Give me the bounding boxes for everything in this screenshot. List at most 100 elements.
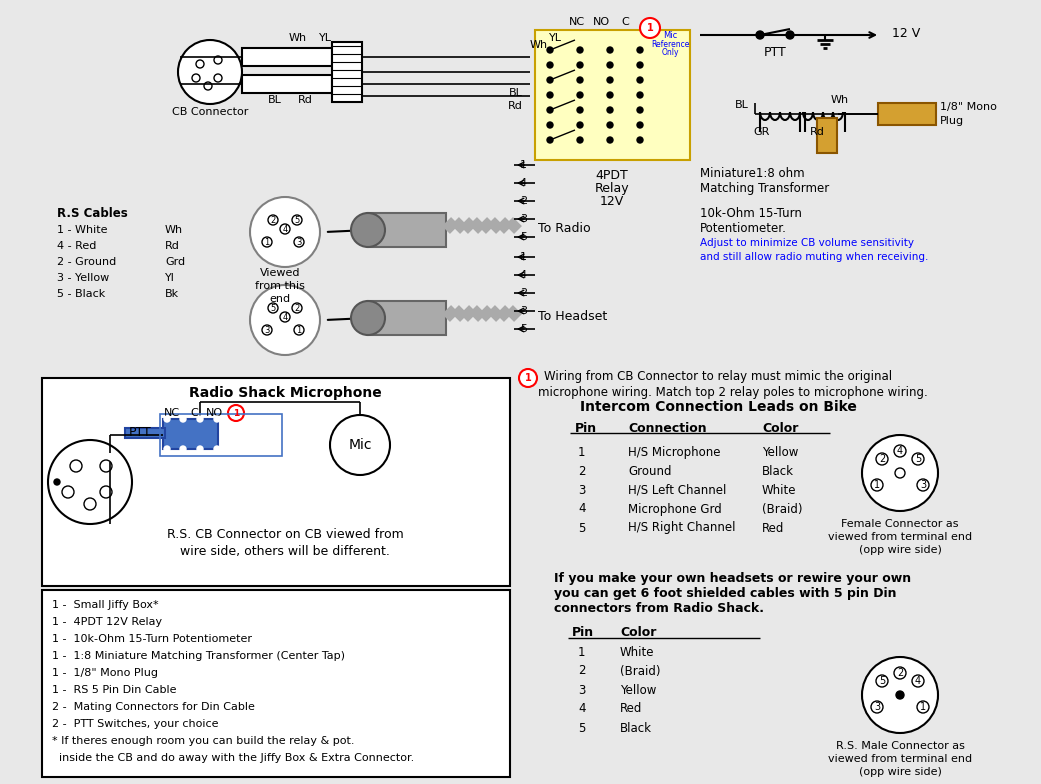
Circle shape: [756, 31, 764, 39]
Circle shape: [268, 303, 278, 313]
Text: microphone wiring. Match top 2 relay poles to microphone wiring.: microphone wiring. Match top 2 relay pol…: [538, 386, 928, 398]
Circle shape: [577, 107, 583, 113]
Text: (opp wire side): (opp wire side): [859, 545, 941, 555]
Text: 1: 1: [874, 480, 880, 490]
Text: Matching Transformer: Matching Transformer: [700, 182, 830, 194]
Circle shape: [547, 47, 553, 53]
Text: 3: 3: [920, 480, 926, 490]
Circle shape: [214, 416, 220, 422]
Text: Mic: Mic: [349, 438, 372, 452]
Text: 10k-Ohm 15-Turn: 10k-Ohm 15-Turn: [700, 206, 802, 220]
Text: Bk: Bk: [166, 289, 179, 299]
Text: 4: 4: [519, 270, 527, 280]
Circle shape: [637, 107, 643, 113]
Circle shape: [547, 107, 553, 113]
Circle shape: [577, 92, 583, 98]
Circle shape: [214, 446, 220, 452]
Circle shape: [917, 701, 929, 713]
Circle shape: [268, 215, 278, 225]
Circle shape: [262, 325, 272, 335]
Text: 4: 4: [282, 224, 287, 234]
Text: Relay: Relay: [594, 182, 630, 194]
Text: Miniature1:8 ohm: Miniature1:8 ohm: [700, 166, 805, 180]
Text: 1 -  10k-Ohm 15-Turn Potentiometer: 1 - 10k-Ohm 15-Turn Potentiometer: [52, 634, 252, 644]
Circle shape: [180, 446, 186, 452]
Circle shape: [547, 77, 553, 83]
Text: Wh: Wh: [289, 33, 307, 43]
Circle shape: [294, 237, 304, 247]
Text: viewed from terminal end: viewed from terminal end: [828, 532, 972, 542]
Text: 1: 1: [525, 373, 531, 383]
Bar: [535, 30, 690, 160]
Circle shape: [262, 237, 272, 247]
Circle shape: [547, 92, 553, 98]
Circle shape: [164, 446, 170, 452]
Text: 1: 1: [578, 445, 585, 459]
Text: wire side, others will be different.: wire side, others will be different.: [180, 545, 390, 557]
Text: 3: 3: [578, 684, 585, 696]
Bar: [242, 48, 332, 66]
Text: 12V: 12V: [600, 194, 625, 208]
Text: Grd: Grd: [166, 257, 185, 267]
Circle shape: [250, 285, 320, 355]
Circle shape: [577, 137, 583, 143]
Text: Connection: Connection: [628, 422, 707, 434]
Text: If you make your own headsets or rewire your own
you can get 6 foot shielded cab: If you make your own headsets or rewire …: [554, 572, 911, 615]
Circle shape: [280, 312, 290, 322]
Circle shape: [637, 92, 643, 98]
Circle shape: [228, 405, 244, 421]
Text: White: White: [762, 484, 796, 496]
Text: 5: 5: [271, 303, 276, 313]
Text: Wh: Wh: [166, 225, 183, 235]
Circle shape: [192, 74, 200, 82]
Circle shape: [917, 479, 929, 491]
Text: Potentiometer.: Potentiometer.: [700, 222, 787, 234]
Circle shape: [291, 303, 302, 313]
Bar: [817, 118, 837, 153]
Bar: [369, 301, 446, 335]
Text: 1: 1: [646, 23, 654, 33]
Bar: [125, 428, 166, 438]
Text: 4: 4: [519, 178, 527, 188]
Circle shape: [862, 435, 938, 511]
Text: 3: 3: [520, 306, 527, 316]
Text: 5: 5: [520, 232, 527, 242]
Circle shape: [70, 460, 82, 472]
Bar: [369, 213, 446, 247]
Text: H/S Left Channel: H/S Left Channel: [628, 484, 727, 496]
Text: 1: 1: [520, 160, 527, 170]
Text: To Headset: To Headset: [538, 310, 607, 322]
Text: 3: 3: [297, 238, 302, 246]
Circle shape: [547, 122, 553, 128]
Text: NC: NC: [163, 408, 180, 418]
Circle shape: [577, 77, 583, 83]
Bar: [878, 103, 936, 125]
Text: 1: 1: [264, 238, 270, 246]
Text: (Braid): (Braid): [620, 665, 660, 677]
Circle shape: [214, 74, 222, 82]
Text: YL: YL: [319, 33, 331, 43]
Text: 2: 2: [271, 216, 276, 224]
Text: Mic: Mic: [663, 31, 677, 39]
Circle shape: [180, 416, 186, 422]
Text: C: C: [621, 17, 629, 27]
Circle shape: [196, 60, 204, 68]
Text: NC: NC: [569, 17, 585, 27]
Text: Intercom Connection Leads on Bike: Intercom Connection Leads on Bike: [580, 400, 857, 414]
Text: 4: 4: [897, 446, 903, 456]
Circle shape: [294, 325, 304, 335]
Circle shape: [607, 107, 613, 113]
Text: YL: YL: [549, 33, 561, 43]
Text: viewed from terminal end: viewed from terminal end: [828, 754, 972, 764]
Text: 1/8" Mono: 1/8" Mono: [940, 102, 997, 112]
Circle shape: [607, 122, 613, 128]
Text: Black: Black: [620, 721, 652, 735]
Text: 2: 2: [578, 464, 585, 477]
Text: 2 - Ground: 2 - Ground: [57, 257, 117, 267]
Text: 12 V: 12 V: [892, 27, 920, 39]
Circle shape: [875, 675, 888, 687]
Circle shape: [912, 453, 924, 465]
Text: from this: from this: [255, 281, 305, 291]
Text: 5: 5: [520, 324, 527, 334]
Bar: [332, 42, 362, 102]
